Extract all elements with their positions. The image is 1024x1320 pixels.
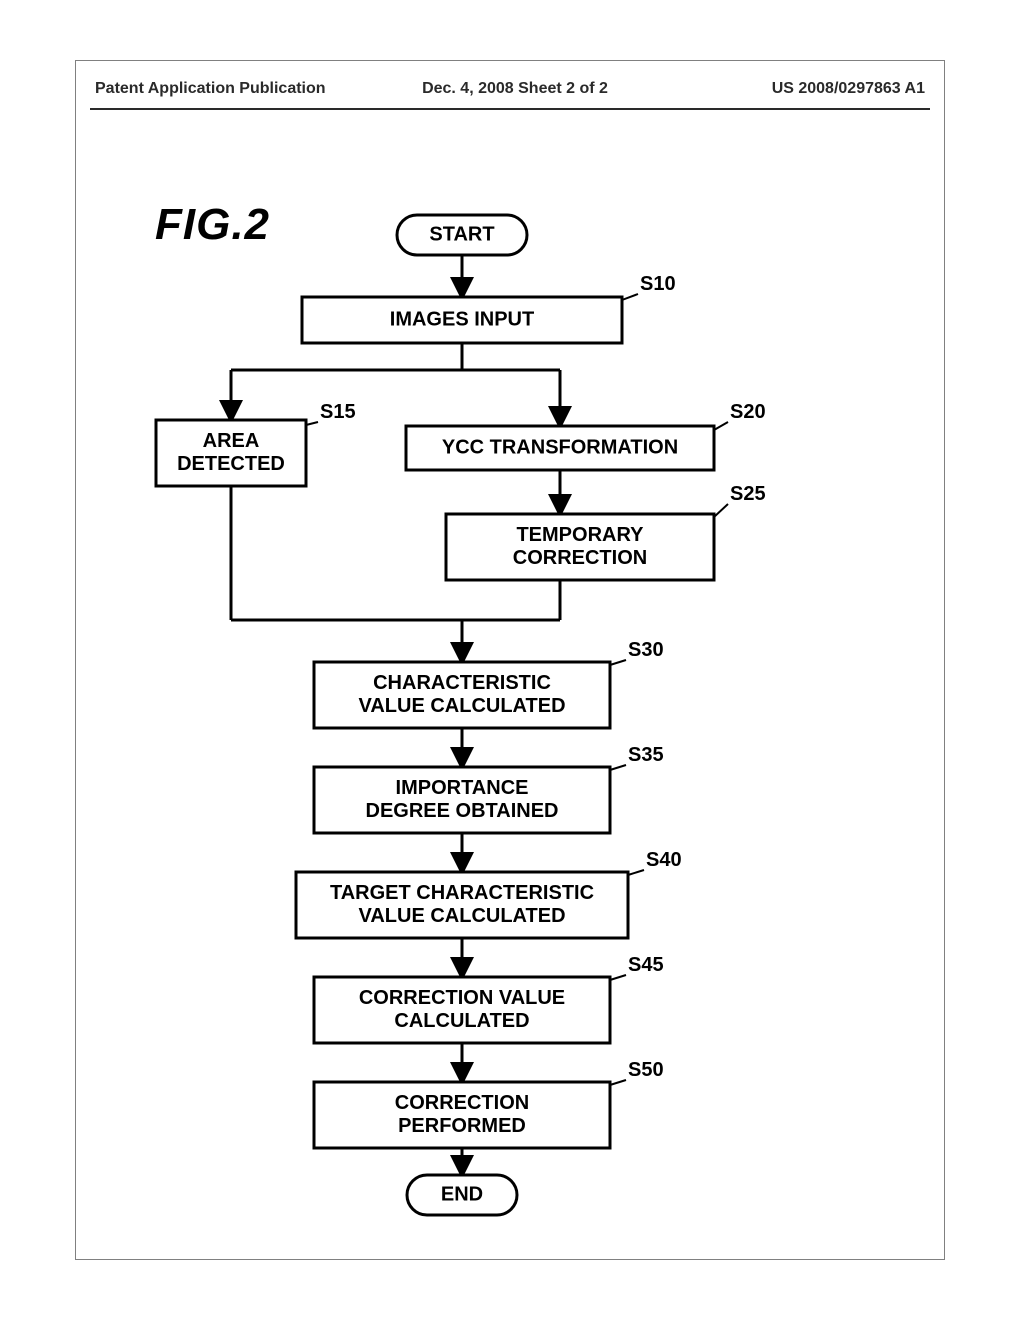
flow-node-text: IMAGES INPUT [390,308,534,330]
step-label-text: S50 [628,1059,664,1081]
flow-node-text: TEMPORARY [516,524,644,546]
flow-node-s10: IMAGES INPUT [302,297,622,343]
flow-node-text: END [441,1183,483,1205]
flow-node-text: DETECTED [177,453,285,475]
step-leader [610,765,626,770]
flow-node-s35: IMPORTANCEDEGREE OBTAINED [314,767,610,833]
flow-node-s45: CORRECTION VALUECALCULATED [314,977,610,1043]
flow-node-s15: AREADETECTED [156,420,306,486]
flow-node-text: DEGREE OBTAINED [366,800,559,822]
step-label-text: S40 [646,849,682,871]
step-label-text: S20 [730,401,766,423]
flow-node-end: END [407,1175,517,1215]
flow-node-text: CORRECTION [513,547,647,569]
step-label-text: S30 [628,639,664,661]
step-leader [714,422,728,430]
flow-node-text: CHARACTERISTIC [373,672,551,694]
step-leader [306,422,318,425]
flow-node-s30: CHARACTERISTICVALUE CALCULATED [314,662,610,728]
step-label-text: S15 [320,401,356,423]
flow-node-text: VALUE CALCULATED [358,695,565,717]
flow-node-start: START [397,215,527,255]
step-leader [610,1080,626,1085]
flow-node-s50: CORRECTIONPERFORMED [314,1082,610,1148]
flow-node-text: TARGET CHARACTERISTIC [330,882,594,904]
flow-node-text: START [429,223,494,245]
step-leader [610,660,626,665]
flow-node-text: CALCULATED [394,1010,529,1032]
flow-node-text: YCC TRANSFORMATION [442,436,678,458]
step-leader [628,870,644,875]
step-label-text: S45 [628,954,664,976]
flow-node-s20: YCC TRANSFORMATION [406,426,714,470]
flow-node-text: IMPORTANCE [396,777,529,799]
step-leader [714,504,728,517]
step-label-text: S10 [640,273,676,295]
flow-node-text: PERFORMED [398,1115,526,1137]
step-label-text: S35 [628,744,664,766]
flow-node-text: CORRECTION [395,1092,529,1114]
flowchart-svg: START IMAGES INPUT AREADETECTED YCC TRANSFO… [0,0,1024,1320]
step-leader [622,294,638,300]
flow-node-text: CORRECTION VALUE [359,987,565,1009]
flow-node-text: AREA [203,430,260,452]
flow-node-s25: TEMPORARYCORRECTION [446,514,714,580]
step-label-text: S25 [730,483,766,505]
flow-node-text: VALUE CALCULATED [358,905,565,927]
flow-node-s40: TARGET CHARACTERISTICVALUE CALCULATED [296,872,628,938]
step-leader [610,975,626,980]
